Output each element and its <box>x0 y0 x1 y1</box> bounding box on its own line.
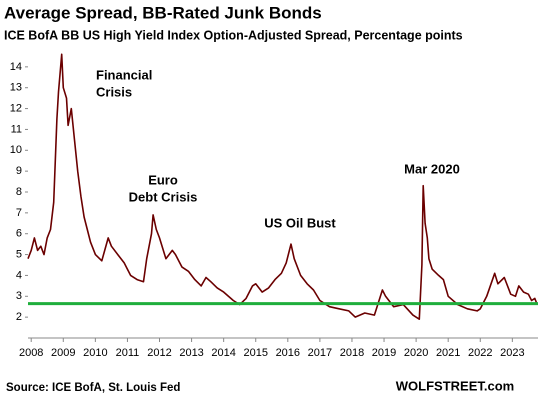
y-tick-label: 11 <box>11 123 22 135</box>
y-tick-label: 9 <box>16 165 22 177</box>
x-tick-label: 2021 <box>436 347 460 359</box>
x-tick-label: 2010 <box>83 347 107 359</box>
y-tick-label: 14 <box>10 61 22 73</box>
x-tick-label: 2008 <box>19 347 43 359</box>
x-tick-label: 2020 <box>404 347 428 359</box>
x-tick-label: 2023 <box>500 347 524 359</box>
annotation: Euro <box>148 172 178 187</box>
y-tick-label: 10 <box>10 144 22 156</box>
y-tick-label: 7 <box>16 207 22 219</box>
x-tick-label: 2022 <box>468 347 492 359</box>
annotation: Mar 2020 <box>404 161 460 176</box>
x-tick-label: 2015 <box>243 347 267 359</box>
y-tick-label: 4 <box>16 269 22 281</box>
y-tick-label: 8 <box>16 186 22 198</box>
x-tick-label: 2018 <box>340 347 364 359</box>
y-tick-label: 6 <box>16 228 22 240</box>
chart-title: Average Spread, BB-Rated Junk Bonds <box>4 3 322 22</box>
annotation: Crisis <box>96 84 132 99</box>
y-tick-label: 13 <box>10 82 22 94</box>
x-tick-label: 2012 <box>147 347 171 359</box>
y-tick-label: 12 <box>10 102 22 114</box>
x-tick-label: 2011 <box>116 347 140 359</box>
chart-subtitle: ICE BofA BB US High Yield Index Option-A… <box>4 28 463 42</box>
x-tick-label: 2013 <box>179 347 203 359</box>
x-tick-label: 2009 <box>51 347 75 359</box>
annotation: Debt Crisis <box>129 189 198 204</box>
y-tick-label: 3 <box>16 290 22 302</box>
annotation: US Oil Bust <box>264 215 336 230</box>
source: Source: ICE BofA, St. Louis Fed <box>6 382 180 394</box>
x-tick-label: 2017 <box>308 347 332 359</box>
x-tick-label: 2014 <box>211 347 235 359</box>
x-tick-label: 2016 <box>276 347 300 359</box>
spread-line <box>27 53 538 320</box>
x-tick-label: 2019 <box>372 347 396 359</box>
annotation: Financial <box>96 67 152 82</box>
y-tick-label: 2 <box>16 311 22 323</box>
brand: WOLFSTREET.com <box>396 378 514 393</box>
y-tick-label: 5 <box>16 248 22 260</box>
